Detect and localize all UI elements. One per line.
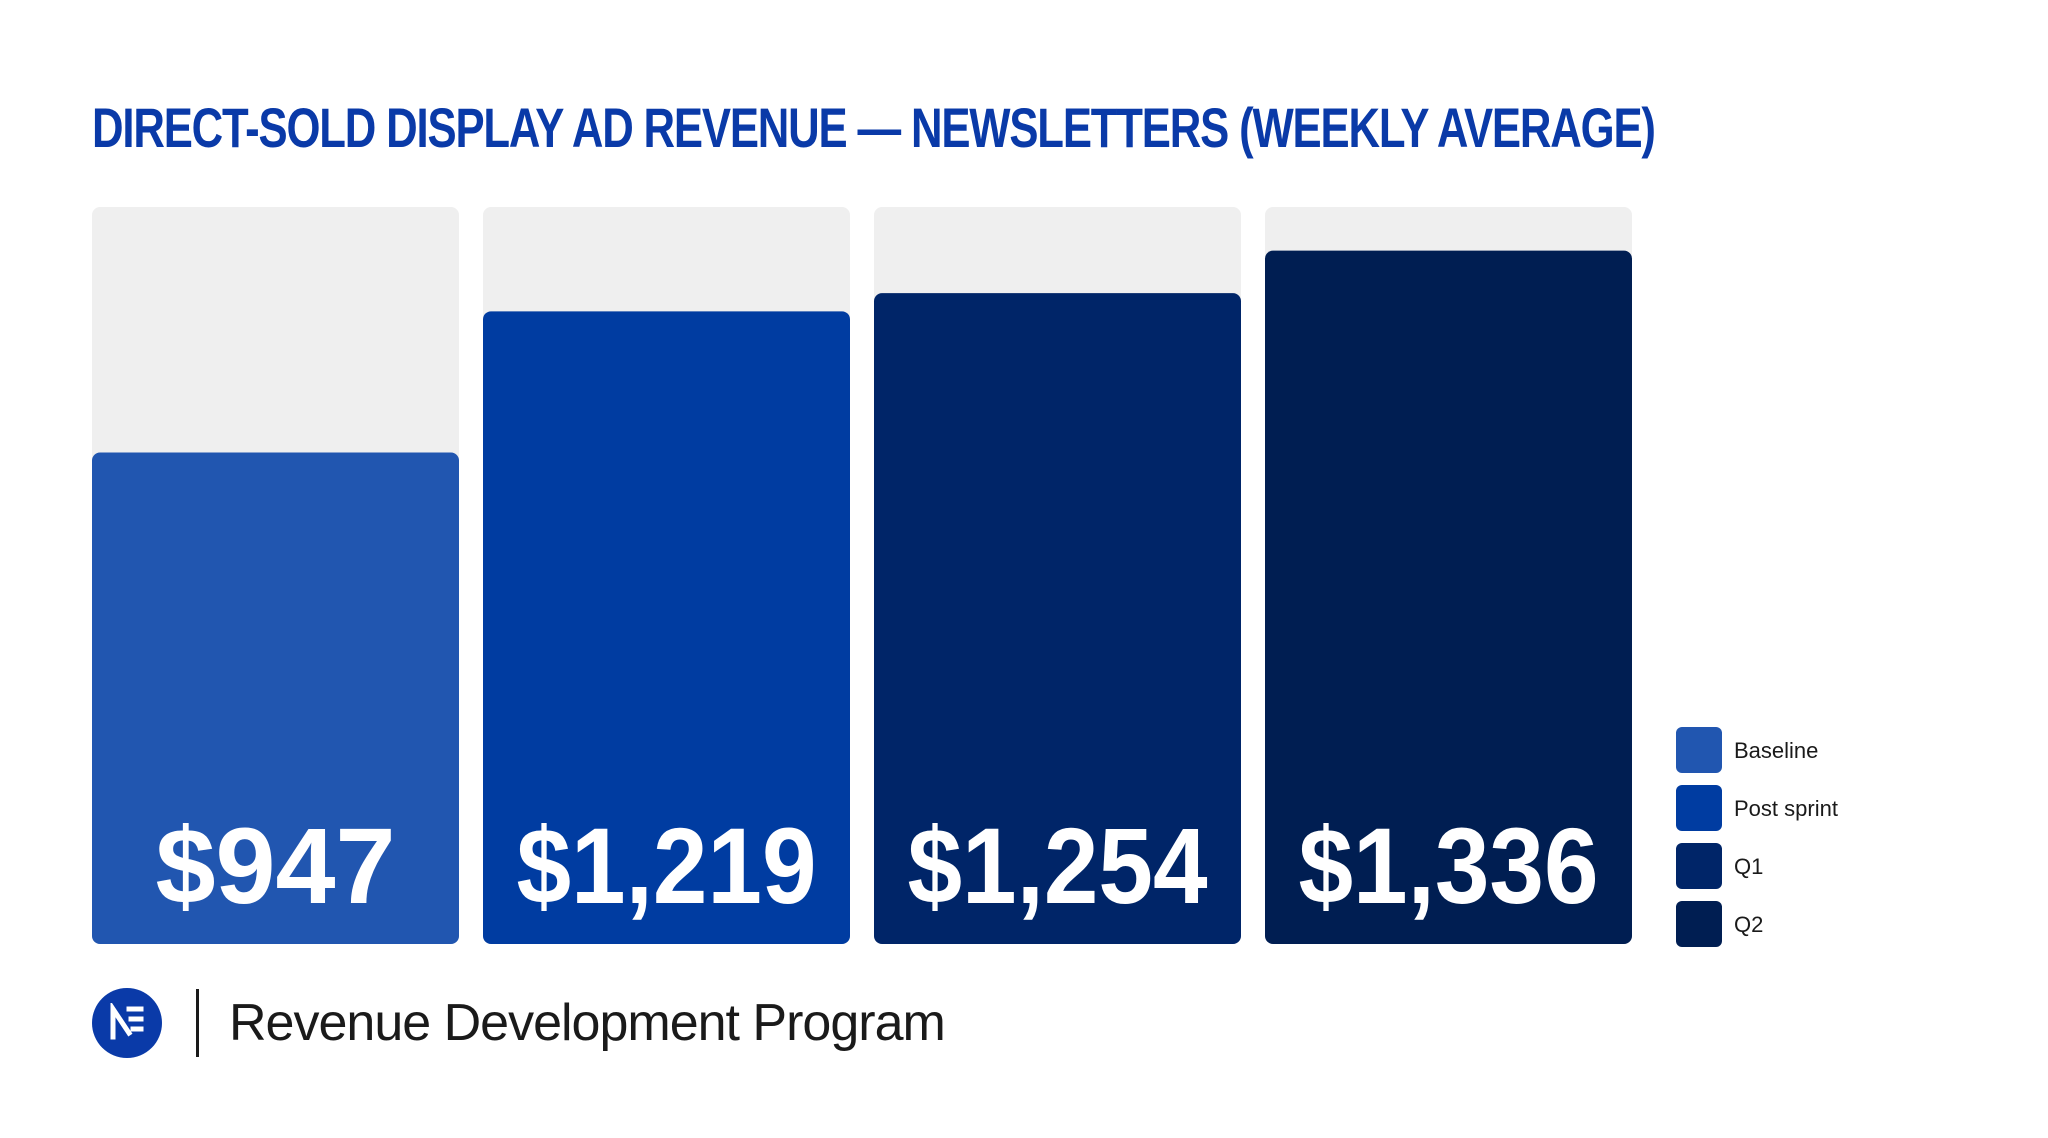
bar-value-label: $947 bbox=[156, 805, 396, 926]
legend-swatch bbox=[1676, 785, 1722, 831]
newsroom-logo-icon bbox=[92, 988, 162, 1058]
legend-label: Baseline bbox=[1734, 738, 1818, 763]
chart-title: DIRECT-SOLD DISPLAY AD REVENUE — NEWSLET… bbox=[92, 96, 1656, 159]
legend-swatch bbox=[1676, 901, 1722, 947]
program-name: Revenue Development Program bbox=[229, 994, 946, 1052]
legend-label: Q2 bbox=[1734, 912, 1763, 937]
bar-q1 bbox=[874, 293, 1241, 944]
legend-swatch bbox=[1676, 727, 1722, 773]
bar-value-label: $1,336 bbox=[1299, 805, 1599, 926]
bars-group: $947 $1,219 $1,254 $1,336 bbox=[92, 207, 1632, 945]
legend-swatch bbox=[1676, 843, 1722, 889]
bar-chart: $947 $1,219 $1,254 $1,336 Baseline Post spri… bbox=[92, 207, 1838, 947]
legend-label: Post sprint bbox=[1734, 796, 1838, 821]
legend-label: Q1 bbox=[1734, 854, 1763, 879]
footer: Revenue Development Program bbox=[92, 988, 946, 1058]
bar-value-label: $1,219 bbox=[517, 805, 817, 926]
bar-q2 bbox=[1265, 250, 1632, 945]
footer-divider bbox=[196, 989, 199, 1057]
bar-value-label: $1,254 bbox=[908, 805, 1208, 926]
bar-baseline bbox=[92, 452, 459, 944]
chart-legend: Baseline Post sprint Q1 Q2 bbox=[1676, 727, 1838, 947]
bar-post-sprint bbox=[483, 311, 850, 944]
